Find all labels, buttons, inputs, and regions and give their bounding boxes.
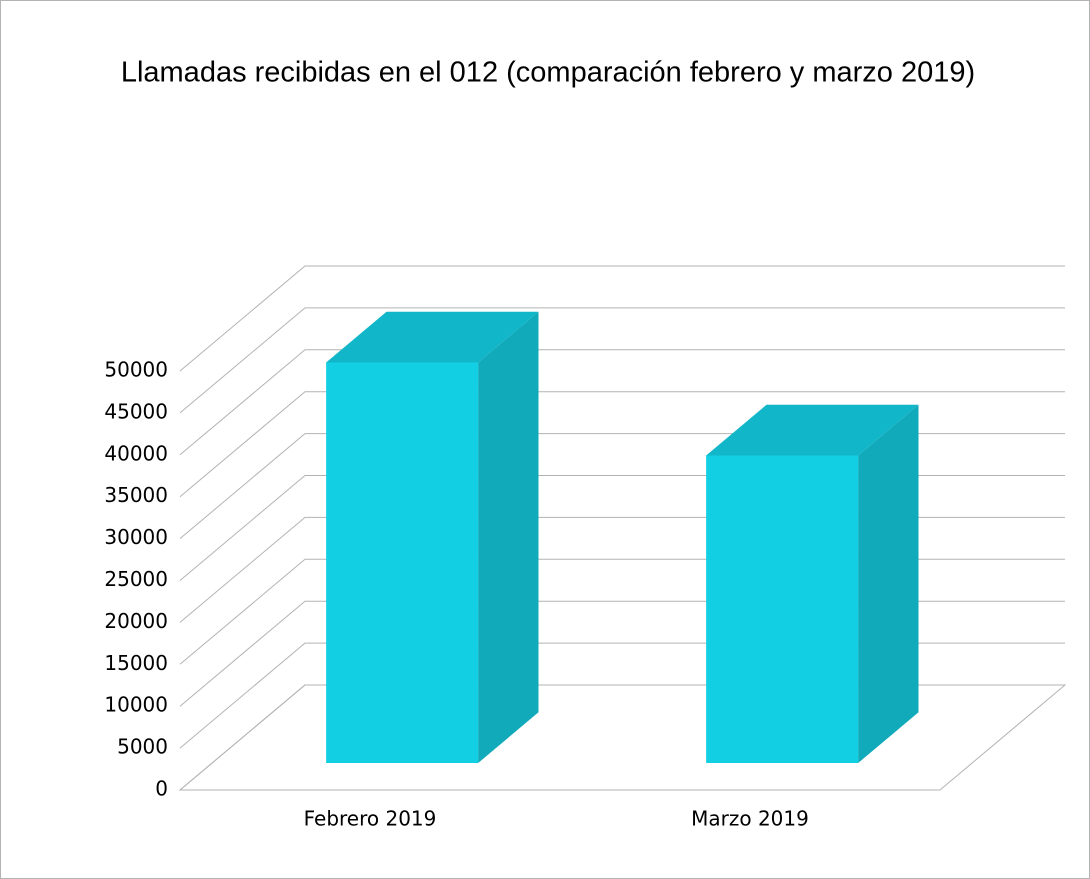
bar-top (706, 404, 919, 456)
bar (706, 455, 859, 764)
y-tick-label: 10000 (104, 693, 168, 717)
y-tick-label: 45000 (104, 399, 168, 423)
grid-line (179, 265, 1065, 372)
bar-top (326, 311, 539, 363)
y-tick-label: 50000 (104, 358, 168, 382)
y-tick-label: 40000 (104, 441, 168, 465)
grid-line (179, 307, 1065, 414)
bar-side (858, 404, 919, 764)
y-tick-label: 15000 (104, 651, 168, 675)
y-tick-label: 25000 (104, 567, 168, 591)
chart-title: Llamadas recibidas en el 012 (comparació… (121, 57, 975, 89)
grid-line (179, 391, 1065, 498)
bar (326, 362, 479, 764)
x-tick-label: Marzo 2019 (691, 807, 809, 831)
y-tick-label: 0 (155, 777, 168, 801)
y-tick-label: 20000 (104, 609, 168, 633)
y-tick-label: 35000 (104, 483, 168, 507)
y-tick-label: 5000 (117, 735, 168, 759)
y-tick-label: 30000 (104, 525, 168, 549)
bar-side (478, 311, 539, 764)
x-tick-label: Febrero 2019 (304, 807, 437, 831)
grid-line (179, 349, 1065, 456)
